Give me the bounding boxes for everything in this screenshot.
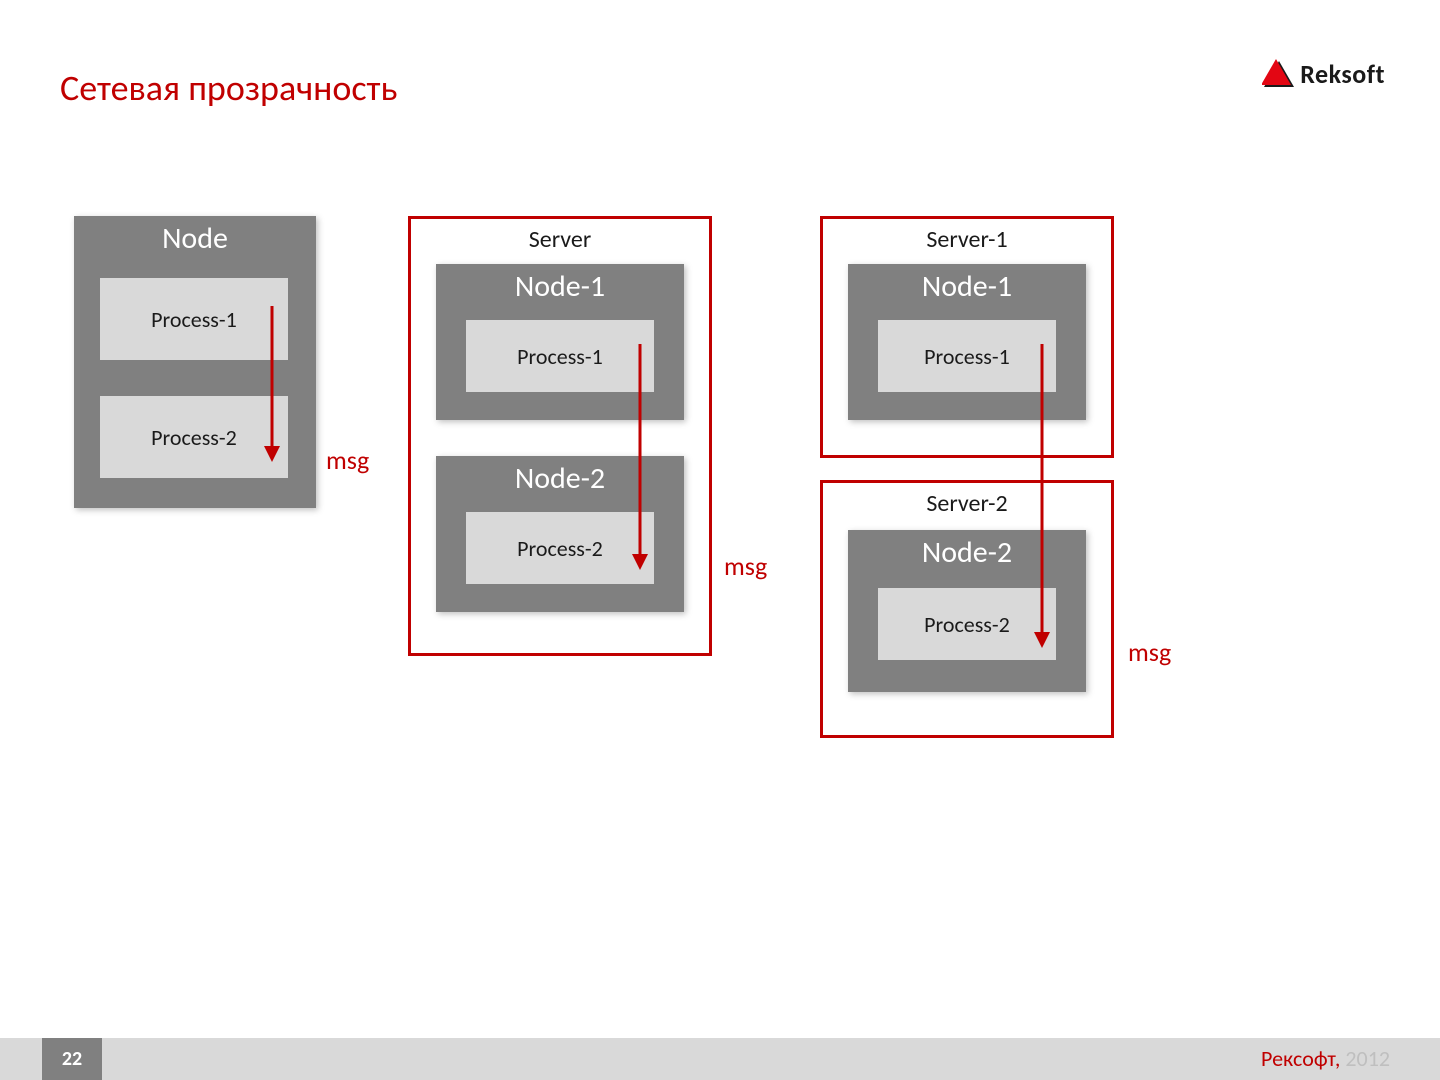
- footer-brand-year: 2012: [1340, 1045, 1390, 1072]
- d1-msg-label: msg: [326, 444, 369, 476]
- d1-arrow-icon: [262, 306, 282, 462]
- d3-process-1-label: Process-1: [924, 343, 1010, 370]
- d2-process-2: Process-2: [466, 512, 654, 584]
- d1-node-label: Node: [74, 216, 316, 257]
- d2-arrow-icon: [630, 344, 650, 570]
- d3-process-1: Process-1: [878, 320, 1056, 392]
- d3-server-2-label: Server-2: [823, 483, 1111, 518]
- d1-process-2: Process-2: [100, 396, 288, 478]
- d2-msg-label: msg: [724, 550, 767, 582]
- d3-server-1-label: Server-1: [823, 219, 1111, 254]
- d2-process-1: Process-1: [466, 320, 654, 392]
- logo: Reksoft: [1262, 58, 1385, 90]
- d1-process-2-label: Process-2: [151, 424, 237, 451]
- footer-brand: Рексофт, 2012: [1261, 1045, 1390, 1072]
- d2-server-label: Server: [411, 219, 709, 254]
- slide-title: Сетевая прозрачность: [60, 66, 397, 110]
- d2-node-1-label: Node-1: [436, 264, 684, 305]
- d3-node-1-label: Node-1: [848, 264, 1086, 305]
- logo-text: Reksoft: [1300, 58, 1385, 90]
- d3-msg-label: msg: [1128, 636, 1171, 668]
- footer-brand-name: Рексофт,: [1261, 1045, 1340, 1072]
- d3-arrow-icon: [1032, 344, 1052, 648]
- footer-bar: [0, 1038, 1440, 1080]
- d1-process-1: Process-1: [100, 278, 288, 360]
- d2-process-2-label: Process-2: [517, 535, 603, 562]
- d3-process-2-label: Process-2: [924, 611, 1010, 638]
- d2-process-1-label: Process-1: [517, 343, 603, 370]
- d1-process-1-label: Process-1: [151, 306, 237, 333]
- page-number: 22: [42, 1038, 102, 1080]
- logo-triangle-icon: [1262, 59, 1296, 89]
- d3-process-2: Process-2: [878, 588, 1056, 660]
